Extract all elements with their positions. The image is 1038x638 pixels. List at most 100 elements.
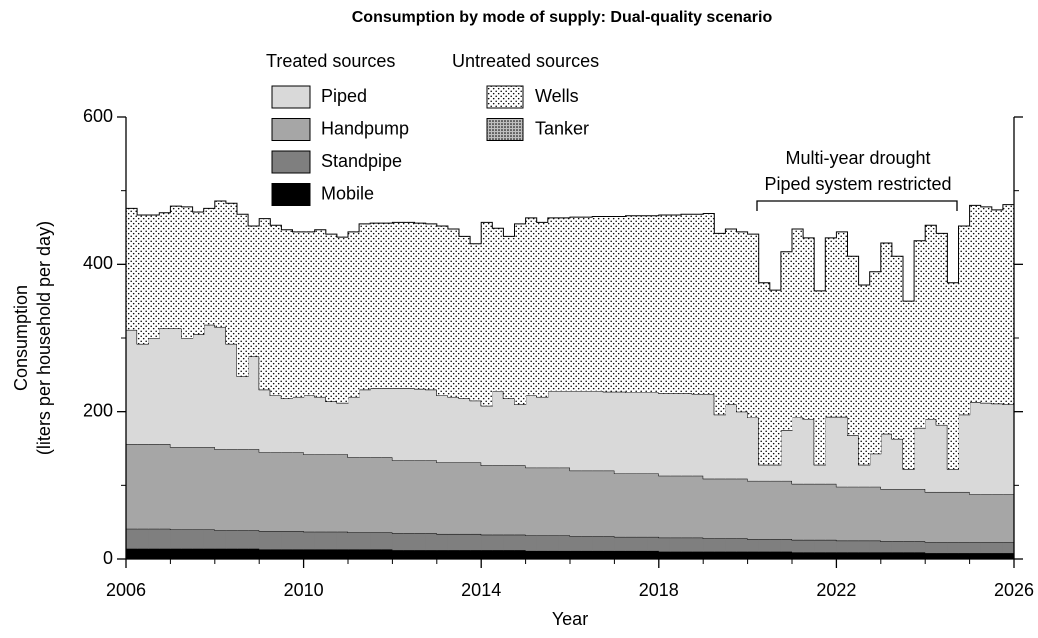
y-tick-label: 0: [103, 548, 113, 568]
area-segment: [947, 282, 959, 470]
area-segment: [903, 541, 915, 553]
area-segment: [614, 536, 626, 551]
area-segment: [381, 223, 393, 389]
area-segment: [703, 551, 715, 559]
area-segment: [969, 542, 982, 554]
area-segment: [891, 438, 904, 490]
area-segment: [459, 398, 471, 463]
area-segment: [514, 404, 526, 466]
y-axis-title: (liters per household per day): [34, 221, 54, 455]
area-segment: [636, 536, 649, 551]
area-segment: [492, 534, 504, 551]
area-segment: [736, 538, 748, 552]
area-segment: [891, 552, 904, 559]
area-segment: [314, 531, 327, 550]
area-segment: [159, 328, 171, 445]
annotation-bracket: [756, 200, 958, 211]
area-segment: [625, 215, 637, 393]
area-segment: [481, 405, 493, 466]
area-segment: [303, 231, 316, 396]
area-segment: [392, 222, 404, 389]
area-segment: [936, 491, 948, 543]
area-segment: [259, 218, 271, 390]
area-segment: [325, 531, 338, 550]
area-segment: [714, 538, 726, 552]
area-segment: [292, 549, 304, 559]
area-segment: [203, 447, 216, 530]
area-segment: [436, 226, 449, 396]
area-segment: [858, 486, 871, 541]
area-segment: [880, 552, 893, 559]
area-segment: [348, 549, 360, 559]
area-segment: [847, 435, 859, 487]
area-segment: [148, 528, 160, 549]
area-segment: [392, 460, 404, 534]
area-segment: [858, 552, 871, 559]
area-segment: [836, 486, 848, 541]
area-segment: [481, 465, 493, 535]
area-segment: [503, 236, 515, 399]
area-segment: [336, 531, 349, 550]
legend-title: Treated sources: [266, 51, 395, 71]
area-segment: [325, 234, 338, 402]
area-segment: [736, 551, 748, 559]
area-segment: [647, 215, 660, 393]
area-segment: [814, 483, 826, 540]
area-segment: [836, 540, 848, 553]
area-segment: [325, 549, 338, 559]
area-segment: [192, 548, 205, 559]
area-segment: [192, 447, 205, 530]
area-segment: [714, 414, 726, 479]
area-segment: [825, 539, 837, 553]
area-segment: [603, 536, 615, 551]
x-axis-title: Year: [552, 609, 588, 629]
area-segment: [703, 213, 715, 394]
area-segment: [681, 475, 693, 538]
area-segment: [636, 215, 649, 393]
area-segment: [126, 208, 138, 330]
area-segment: [647, 550, 660, 559]
area-segment: [303, 454, 316, 532]
area-segment: [281, 549, 293, 559]
area-segment: [214, 548, 227, 559]
area-segment: [259, 452, 271, 532]
area-segment: [148, 548, 160, 559]
area-segment: [348, 396, 360, 458]
area-segment: [669, 537, 682, 552]
area-segment: [447, 228, 460, 397]
area-segment: [847, 552, 859, 559]
area-segment: [958, 553, 970, 559]
area-segment: [658, 393, 671, 476]
area-segment: [536, 550, 549, 559]
area-segment: [780, 539, 793, 552]
area-segment: [625, 473, 637, 537]
area-segment: [925, 553, 937, 559]
area-segment: [203, 324, 216, 448]
area-segment: [980, 553, 993, 559]
area-segment: [570, 550, 582, 559]
area-segment: [359, 389, 371, 458]
area-segment: [348, 231, 360, 397]
area-segment: [558, 217, 571, 392]
area-segment: [225, 203, 238, 344]
area-segment: [592, 391, 604, 471]
area-segment: [392, 388, 404, 461]
area-segment: [492, 228, 504, 392]
area-segment: [492, 550, 504, 559]
area-segment: [914, 552, 926, 559]
area-segment: [725, 478, 737, 539]
area-segment: [370, 549, 382, 559]
area-segment: [170, 328, 182, 448]
area-segment: [980, 402, 993, 495]
area-segment: [703, 393, 715, 479]
area-segment: [625, 550, 637, 559]
area-segment: [936, 233, 948, 425]
area-segment: [425, 550, 438, 559]
area-segment: [814, 464, 826, 484]
area-segment: [792, 417, 804, 484]
area-segment: [381, 457, 393, 533]
area-segment: [281, 452, 293, 532]
area-segment: [403, 533, 415, 551]
area-segment: [181, 447, 193, 530]
